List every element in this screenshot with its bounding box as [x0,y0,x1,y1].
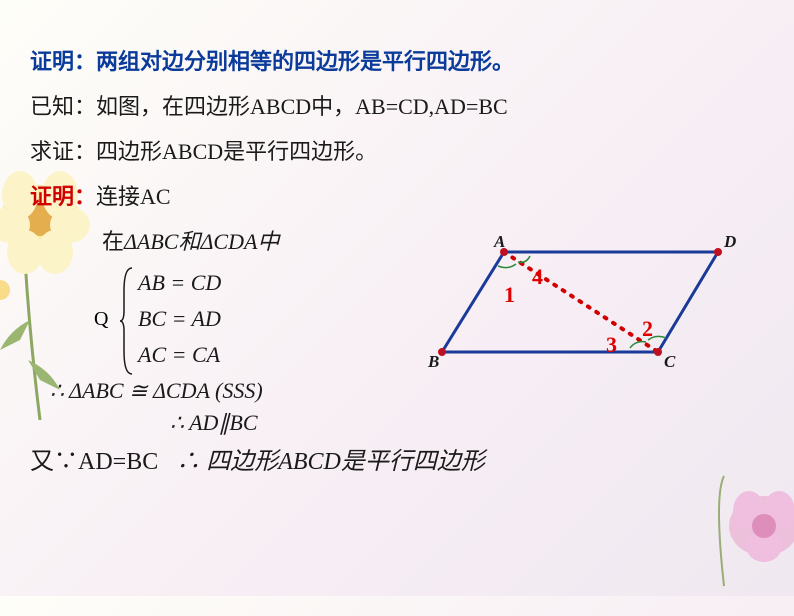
given-text: 如图，在四边形ABCD中，AB=CD,AD=BC [96,94,508,119]
equation-system: Q AB = CD BC = AD AC = CA [120,270,764,368]
congruence-conclusion: ∴ ΔABC ≅ ΔCDA (SSS) [50,378,764,404]
proof-label: 证明： [30,184,96,209]
final-row: 又∵AD=BC ∴ 四边形ABCD是平行四边形 [30,444,764,480]
prove-text: 四边形ABCD是平行四边形。 [96,139,377,164]
left-brace-icon [120,266,134,376]
because-symbol: Q [94,308,108,331]
proof-step1: 连接AC [96,184,171,209]
eq-line-2: BC = AD [138,306,764,332]
parallel-conclusion: ∴ AD∥BC [170,410,764,436]
given-label: 已知： [30,94,96,119]
proof-step2-triangles: ΔABC和ΔCDA中 [124,229,279,254]
final-conclusion: ∴ 四边形ABCD是平行四边形 [176,444,485,480]
given-row: 已知：如图，在四边形ABCD中，AB=CD,AD=BC [30,90,764,123]
theorem-statement: 证明：两组对边分别相等的四边形是平行四边形。 [30,45,764,78]
prove-row: 求证：四边形ABCD是平行四边形。 [30,135,764,168]
proof-step2: 在ΔABC和ΔCDA中 [30,225,764,258]
slide-content: 证明：两组对边分别相等的四边形是平行四边形。 已知：如图，在四边形ABCD中，A… [0,0,794,512]
prove-label: 求证： [30,139,96,164]
eq-line-1: AB = CD [138,270,764,296]
eq-line-3: AC = CA [138,342,764,368]
proof-start-row: 证明：连接AC [30,180,764,213]
proof-step2-prefix: 在 [102,229,124,254]
also-label: 又∵AD=BC [30,444,158,480]
